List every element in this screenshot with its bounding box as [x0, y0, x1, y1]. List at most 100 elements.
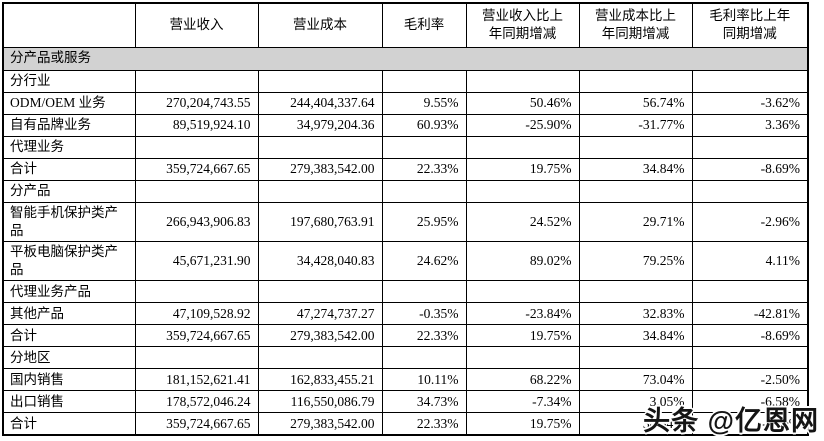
table-cell: 60.93% — [381, 113, 467, 137]
table-cell — [134, 135, 259, 159]
table-cell: -8.69% — [691, 157, 809, 181]
table-row: 合计 359,724,667.65 279,383,542.00 22.33% 19.7… — [2, 412, 809, 436]
row-label: 分行业 — [2, 69, 136, 93]
table-cell: 279,383,542.00 — [257, 412, 383, 436]
table-cell: 178,572,046.24 — [134, 390, 259, 414]
table-cell: -2.50% — [691, 368, 809, 392]
table-cell: -0.35% — [381, 302, 467, 326]
table-row: 其他产品 47,109,528.92 47,274,737.27 -0.35% -23.… — [2, 302, 809, 326]
row-label: 国内销售 — [2, 368, 136, 392]
table-cell — [465, 179, 580, 203]
table-cell: 279,383,542.00 — [257, 324, 383, 348]
table-cell: 359,724,667.65 — [134, 324, 259, 348]
row-label: 智能手机保护类产 品 — [2, 201, 136, 242]
table-cell: 47,274,737.27 — [257, 302, 383, 326]
table-cell: -8.69% — [691, 412, 809, 436]
header-row: 营业收入 营业成本 毛利率 营业收入比上 年同期增减 营业成本比上 年同期增减 毛利率比上… — [2, 2, 809, 48]
table-cell: 32.83% — [578, 302, 693, 326]
table-cell: 24.62% — [381, 240, 467, 282]
table-cell — [381, 179, 467, 203]
table-cell — [578, 280, 693, 304]
financial-table: 营业收入 营业成本 毛利率 营业收入比上 年同期增减 营业成本比上 年同期增减 毛利率比上… — [2, 2, 809, 436]
table-cell — [381, 280, 467, 304]
table-cell: 197,680,763.91 — [257, 201, 383, 242]
table-cell: 34,979,204.36 — [257, 113, 383, 137]
table-row: 代理业务 — [2, 135, 809, 159]
watermark: 头条 @亿恩网 — [643, 406, 819, 436]
row-label: 平板电脑保护类产 品 — [2, 240, 136, 282]
table-cell: -2.96% — [691, 201, 809, 242]
table-row: 合计 359,724,667.65 279,383,542.00 22.33% 19.7… — [2, 324, 809, 348]
row-label: 合计 — [2, 157, 136, 181]
table-cell — [257, 346, 383, 370]
table-cell: 3.36% — [691, 113, 809, 137]
table-cell — [578, 69, 693, 93]
table-cell: 19.75% — [465, 157, 580, 181]
column-header: 营业收入比上 年同期增减 — [465, 2, 580, 48]
table-cell: 279,383,542.00 — [257, 157, 383, 181]
table-cell: 34.84% — [578, 324, 693, 348]
table-cell: 359,724,667.65 — [134, 157, 259, 181]
row-label: ODM/OEM 业务 — [2, 91, 136, 115]
table-cell: 181,152,621.41 — [134, 368, 259, 392]
section-band-row: 分产品或服务 — [2, 46, 809, 71]
table-cell: 359,724,667.65 — [134, 412, 259, 436]
table-cell: 34.73% — [381, 390, 467, 414]
row-label: 合计 — [2, 324, 136, 348]
table-cell: 116,550,086.79 — [257, 390, 383, 414]
table-cell: 50.46% — [465, 91, 580, 115]
row-label: 合计 — [2, 412, 136, 436]
table-cell: 4.11% — [691, 240, 809, 282]
table-cell: 89.02% — [465, 240, 580, 282]
table-cell — [465, 135, 580, 159]
table-cell: 68.22% — [465, 368, 580, 392]
table-cell: 79.25% — [578, 240, 693, 282]
table-row: 国内销售 181,152,621.41 162,833,455.21 10.11% 68… — [2, 368, 809, 392]
table-cell: -7.34% — [465, 390, 580, 414]
column-header: 毛利率比上年 同期增减 — [691, 2, 809, 48]
row-label: 分产品 — [2, 179, 136, 203]
table-cell — [691, 69, 809, 93]
table-cell — [691, 179, 809, 203]
column-header: 毛利率 — [381, 2, 467, 48]
table-cell — [691, 346, 809, 370]
table-row: ODM/OEM 业务 270,204,743.55 244,404,337.64 9.… — [2, 91, 809, 115]
table-cell: 266,943,906.83 — [134, 201, 259, 242]
table-cell — [578, 135, 693, 159]
table-cell: -25.90% — [465, 113, 580, 137]
row-label: 分地区 — [2, 346, 136, 370]
table-cell — [691, 135, 809, 159]
column-header: 营业收入 — [134, 2, 259, 48]
table-cell — [691, 280, 809, 304]
table-cell — [465, 346, 580, 370]
table-cell: -23.84% — [465, 302, 580, 326]
table-row: 智能手机保护类产 品 266,943,906.83 197,680,763.91 25… — [2, 201, 809, 242]
table-row: 分产品 — [2, 179, 809, 203]
table-cell — [578, 346, 693, 370]
table-cell: 34.84% — [578, 412, 693, 436]
table-cell — [578, 179, 693, 203]
table-cell: 22.33% — [381, 157, 467, 181]
table-cell — [381, 69, 467, 93]
table-cell: 24.52% — [465, 201, 580, 242]
table-row: 平板电脑保护类产 品 45,671,231.90 34,428,040.83 24.6… — [2, 240, 809, 282]
table-cell — [381, 346, 467, 370]
table-cell: 73.04% — [578, 368, 693, 392]
section-band-label: 分产品或服务 — [2, 46, 809, 71]
row-label: 出口销售 — [2, 390, 136, 414]
table-row: 出口销售 178,572,046.24 116,550,086.79 34.73% -7… — [2, 390, 809, 414]
column-header — [2, 2, 136, 48]
table-cell — [134, 69, 259, 93]
table-cell: 25.95% — [381, 201, 467, 242]
table-cell: 29.71% — [578, 201, 693, 242]
table-cell: 244,404,337.64 — [257, 91, 383, 115]
table-cell: 10.11% — [381, 368, 467, 392]
table-cell: 89,519,924.10 — [134, 113, 259, 137]
table-cell: 9.55% — [381, 91, 467, 115]
table-cell: 45,671,231.90 — [134, 240, 259, 282]
table-cell: -8.69% — [691, 324, 809, 348]
table-cell — [134, 346, 259, 370]
table-cell: 19.75% — [465, 324, 580, 348]
table-cell: -3.62% — [691, 91, 809, 115]
table-cell: 162,833,455.21 — [257, 368, 383, 392]
